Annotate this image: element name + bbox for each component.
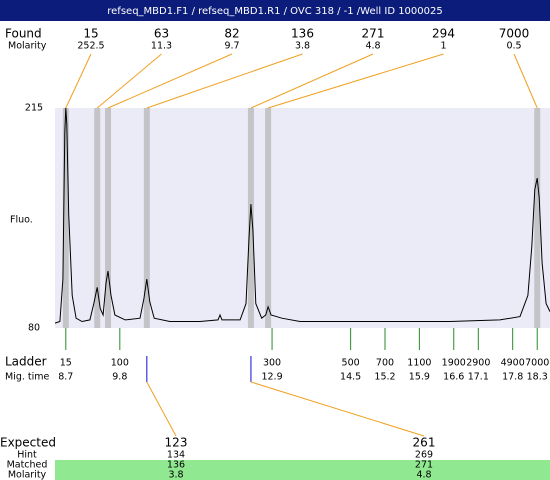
hint-value: 269 bbox=[415, 450, 433, 461]
y-tick-label: 80 bbox=[28, 323, 40, 334]
expected-molarity: 3.8 bbox=[168, 470, 183, 480]
y-tick-label: 215 bbox=[25, 103, 43, 114]
peak-leader bbox=[65, 53, 92, 109]
ladder-time: 14.5 bbox=[340, 372, 361, 383]
peak-band bbox=[143, 108, 150, 328]
expected-leader bbox=[146, 381, 177, 437]
found-molarity: 0.5 bbox=[506, 41, 521, 52]
ladder-size: 700 bbox=[376, 358, 394, 369]
found-size: 63 bbox=[154, 27, 169, 41]
ladder-label: Ladder bbox=[5, 355, 47, 369]
peak-leader bbox=[146, 53, 303, 109]
peak-leader bbox=[250, 53, 374, 109]
ladder-size: 2900 bbox=[466, 358, 490, 369]
mig-time-label: Mig. time bbox=[5, 372, 50, 383]
ladder-time: 15.2 bbox=[374, 372, 395, 383]
ladder-time: 17.1 bbox=[468, 372, 489, 383]
expected-label: Expected bbox=[0, 436, 56, 450]
ladder-time: 9.8 bbox=[112, 372, 127, 383]
ladder-size: 4900 bbox=[501, 358, 525, 369]
found-molarity: 9.7 bbox=[224, 41, 239, 52]
peak-leader bbox=[107, 53, 233, 109]
expected-molarity-label: Molarity bbox=[8, 470, 47, 480]
y-axis-label: Fluo. bbox=[10, 215, 33, 226]
ladder-size: 1100 bbox=[407, 358, 431, 369]
found-molarity: 4.8 bbox=[365, 41, 380, 52]
found-label: Found bbox=[5, 27, 42, 41]
molarity-label: Molarity bbox=[8, 41, 47, 52]
plot-area bbox=[55, 108, 550, 328]
found-size: 15 bbox=[83, 27, 98, 41]
ladder-time: 8.7 bbox=[58, 372, 73, 383]
trace-line bbox=[54, 107, 550, 324]
expected-size: 261 bbox=[413, 436, 436, 450]
ladder-size: 1900 bbox=[442, 358, 466, 369]
peak-leader bbox=[96, 53, 162, 109]
found-molarity: 1 bbox=[440, 41, 446, 52]
peak-band bbox=[94, 108, 101, 328]
peak-band bbox=[105, 108, 112, 328]
matched-label: Matched bbox=[7, 460, 48, 471]
ladder-time: 17.8 bbox=[502, 372, 523, 383]
expected-size: 123 bbox=[165, 436, 188, 450]
found-size: 136 bbox=[291, 27, 314, 41]
matched-value: 271 bbox=[415, 460, 433, 471]
found-size: 294 bbox=[432, 27, 455, 41]
found-molarity: 11.3 bbox=[151, 41, 172, 52]
hint-label: Hint bbox=[17, 450, 37, 461]
ladder-time: 18.3 bbox=[527, 372, 548, 383]
found-molarity: 252.5 bbox=[77, 41, 104, 52]
ladder-size: 15 bbox=[60, 358, 72, 369]
peak-band bbox=[265, 108, 272, 328]
hint-value: 134 bbox=[167, 450, 185, 461]
ladder-size: 100 bbox=[111, 358, 129, 369]
title-bar bbox=[0, 0, 550, 21]
ladder-size: 500 bbox=[342, 358, 360, 369]
found-size: 271 bbox=[362, 27, 385, 41]
matched-band bbox=[55, 460, 550, 480]
peak-band bbox=[247, 108, 254, 328]
found-size: 82 bbox=[224, 27, 239, 41]
peak-leader bbox=[513, 53, 538, 109]
ladder-size: 300 bbox=[263, 358, 281, 369]
peak-band bbox=[62, 108, 69, 328]
ladder-time: 16.6 bbox=[443, 372, 464, 383]
chart-title: refseq_MBD1.F1 / refseq_MBD1.R1 / OVC 31… bbox=[107, 6, 442, 17]
expected-leader bbox=[250, 381, 425, 437]
matched-value: 136 bbox=[167, 460, 185, 471]
found-molarity: 3.8 bbox=[295, 41, 310, 52]
found-size: 7000 bbox=[499, 27, 530, 41]
peak-band bbox=[534, 108, 541, 328]
ladder-size: 7000 bbox=[525, 358, 549, 369]
ladder-time: 12.9 bbox=[261, 372, 282, 383]
ladder-time: 15.9 bbox=[409, 372, 430, 383]
peak-leader bbox=[267, 53, 444, 109]
expected-molarity: 4.8 bbox=[416, 470, 431, 480]
